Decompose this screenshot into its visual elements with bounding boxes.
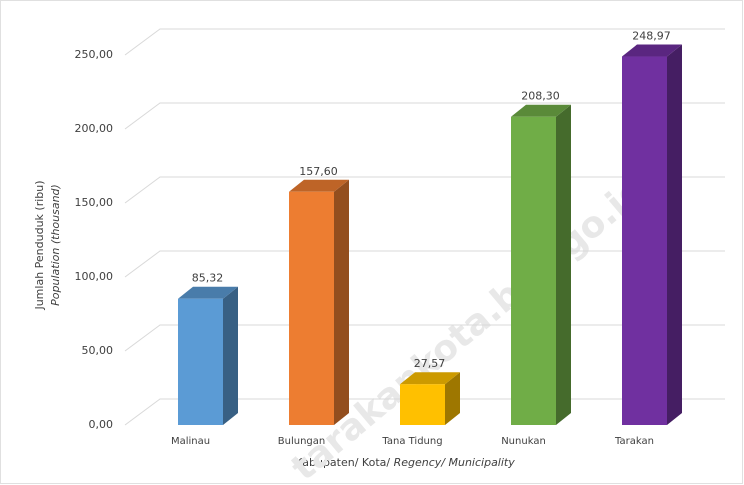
value-label: 208,30: [521, 90, 560, 103]
y-tick-label: 250,00: [75, 48, 114, 61]
bar-side: [445, 372, 460, 425]
y-tick-label: 200,00: [75, 122, 114, 135]
value-label: 85,32: [192, 272, 224, 285]
value-label: 27,57: [414, 357, 446, 370]
y-tick-label: 100,00: [75, 270, 114, 283]
bar-top: [511, 104, 571, 117]
bar: [511, 116, 556, 425]
bar-top: [289, 179, 349, 192]
bar-side: [223, 286, 238, 425]
bar-top: [400, 372, 460, 385]
grid-line: [124, 28, 725, 56]
bar-top: [622, 44, 682, 57]
y-tick-label: 0,00: [89, 418, 114, 431]
bar: [622, 56, 667, 425]
bar-side: [667, 44, 682, 425]
y-axis-label-italic: Population (thousand): [49, 184, 62, 306]
x-tick-label: Malinau: [171, 436, 210, 447]
bar-side: [556, 104, 571, 425]
y-tick-label: 150,00: [75, 196, 114, 209]
bar: [289, 191, 334, 425]
x-axis-label-text: Kabupaten/ Kota/: [295, 456, 390, 469]
value-label: 157,60: [299, 165, 338, 178]
x-axis-label-italic: Regency/ Municipality: [394, 456, 516, 469]
value-label: 248,97: [632, 30, 671, 43]
bar-side: [334, 179, 349, 425]
bar: [400, 384, 445, 425]
x-tick-label: Tarakan: [614, 436, 654, 447]
x-tick-label: Nunukan: [501, 436, 546, 447]
bar-top: [178, 286, 238, 299]
grid-line: [124, 102, 725, 130]
bar: [178, 298, 223, 425]
x-tick-label: Tana Tidung: [381, 436, 442, 447]
y-axis-label: Jumlah Penduduk (ribu): [33, 180, 46, 310]
y-tick-label: 50,00: [82, 344, 114, 357]
x-tick-label: Bulungan: [278, 436, 325, 447]
x-axis-label: Kabupaten/ Kota/ Regency/ Municipality: [295, 456, 515, 469]
